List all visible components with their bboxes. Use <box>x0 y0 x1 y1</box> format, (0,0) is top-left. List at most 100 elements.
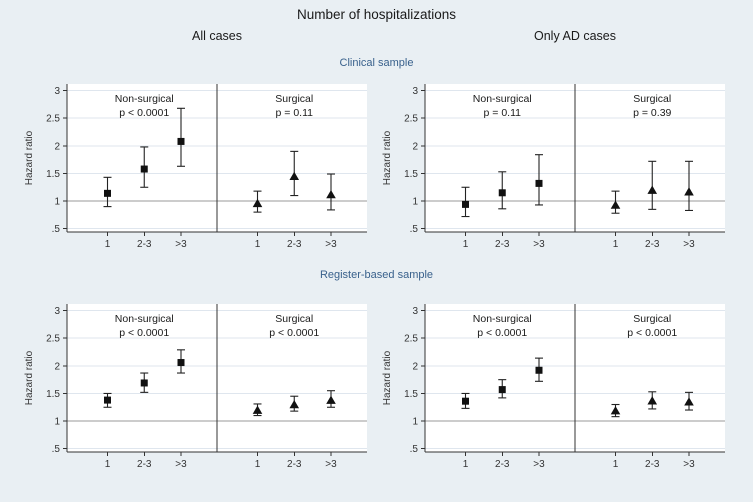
panel-register-all-cases: .5 1 1.5 2 2.5 3 Hazard ratio Non-surgical p < 0… <box>24 304 367 470</box>
data-point-square <box>498 386 506 394</box>
x-tick-label: 1 <box>105 459 111 470</box>
x-tick-label: >3 <box>325 459 337 470</box>
y-tick-label: .5 <box>410 444 419 455</box>
subpanel-label: Non-surgical <box>473 313 532 325</box>
subpanel-label: Surgical <box>633 313 671 325</box>
y-tick-label: 1.5 <box>46 389 60 400</box>
subpanel-p-value: p = 0.39 <box>633 107 671 119</box>
x-tick-label: 2-3 <box>137 459 152 470</box>
data-point-square <box>104 396 111 404</box>
x-tick-label: 1 <box>255 459 261 470</box>
y-tick-label: 1.5 <box>46 169 60 180</box>
data-point-triangle <box>684 187 694 196</box>
x-tick-label: 1 <box>105 239 111 250</box>
y-tick-label: 1 <box>54 197 60 208</box>
subpanel-label: Non-surgical <box>115 93 174 105</box>
y-tick-label: 1.5 <box>404 169 418 180</box>
y-tick-label: 1 <box>54 417 60 428</box>
data-point-triangle <box>610 406 621 415</box>
y-axis-label: Hazard ratio <box>24 130 35 185</box>
section-header-clinical-sample: Clinical sample <box>339 57 414 69</box>
y-tick-label: 2.5 <box>46 114 60 125</box>
data-point-triangle <box>326 189 336 199</box>
y-tick-label: 2.5 <box>46 334 60 345</box>
y-tick-label: 2.5 <box>404 114 418 125</box>
x-tick-label: >3 <box>175 459 187 470</box>
x-tick-label: 2-3 <box>287 239 302 250</box>
subpanel-label: Non-surgical <box>473 93 532 105</box>
column-header-all-cases: All cases <box>191 29 243 43</box>
x-tick-label: 2-3 <box>137 239 152 250</box>
y-tick-label: 3 <box>412 86 418 97</box>
data-point-triangle <box>252 405 263 414</box>
x-tick-label: >3 <box>683 459 695 470</box>
data-point-square <box>498 189 506 197</box>
x-tick-label: >3 <box>325 239 337 250</box>
y-tick-label: .5 <box>52 444 61 455</box>
subpanel-p-value: p < 0.0001 <box>627 327 677 339</box>
section-header-register-based-sample: Register-based sample <box>319 269 434 281</box>
data-point-triangle <box>289 171 300 181</box>
y-tick-label: 1.5 <box>404 389 418 400</box>
data-point-square <box>140 165 148 173</box>
data-point-square <box>177 359 185 367</box>
x-tick-label: >3 <box>683 239 695 250</box>
subpanel-label: Non-surgical <box>115 313 174 325</box>
x-tick-label: 2-3 <box>495 459 510 470</box>
data-point-square <box>462 397 469 405</box>
subpanel-p-value: p < 0.0001 <box>477 327 527 339</box>
subpanel-p-value: p < 0.0001 <box>119 107 169 119</box>
data-point-triangle <box>326 395 336 404</box>
x-tick-label: 1 <box>463 239 469 250</box>
y-axis-label: Hazard ratio <box>24 350 35 405</box>
y-tick-label: 1 <box>412 197 418 208</box>
subpanel-label: Surgical <box>275 313 313 325</box>
column-header-only-ad-cases: Only AD cases <box>534 29 616 43</box>
panel-clinical-all-cases: .5 1 1.5 2 2.5 3 Hazard ratio Non-surgical p < 0… <box>24 84 367 250</box>
data-point-square <box>462 200 469 208</box>
x-tick-label: >3 <box>533 239 545 250</box>
data-point-square <box>104 189 111 197</box>
data-point-square <box>535 179 543 187</box>
y-tick-label: 2 <box>54 361 60 372</box>
data-point-square <box>177 137 185 145</box>
data-point-triangle <box>647 185 658 194</box>
y-tick-label: .5 <box>52 224 61 235</box>
y-axis-label: Hazard ratio <box>382 130 393 185</box>
x-tick-label: 2-3 <box>645 239 660 250</box>
panel-clinical-only-ad-cases: .5 1 1.5 2 2.5 3 Hazard ratio Non-surgical p = 0… <box>382 84 725 250</box>
x-tick-label: >3 <box>533 459 545 470</box>
subpanel-p-value: p = 0.11 <box>484 107 522 119</box>
x-tick-label: 1 <box>613 239 619 250</box>
x-tick-label: 2-3 <box>495 239 510 250</box>
data-point-square <box>140 379 148 387</box>
data-point-triangle <box>289 400 300 409</box>
x-tick-label: 2-3 <box>645 459 660 470</box>
x-tick-label: 1 <box>463 459 469 470</box>
subpanel-label: Surgical <box>275 93 313 105</box>
data-point-square <box>535 366 543 374</box>
subpanel-p-value: p = 0.11 <box>276 107 314 119</box>
subpanel-label: Surgical <box>633 93 671 105</box>
data-point-triangle <box>684 397 694 406</box>
y-tick-label: 2 <box>412 361 418 372</box>
y-tick-label: .5 <box>410 224 419 235</box>
y-axis-label: Hazard ratio <box>382 350 393 405</box>
y-tick-label: 3 <box>54 306 60 317</box>
figure-title: Number of hospitalizations <box>296 7 457 22</box>
y-tick-label: 3 <box>412 306 418 317</box>
subpanel-p-value: p < 0.0001 <box>269 327 319 339</box>
y-tick-label: 3 <box>54 86 60 97</box>
x-tick-label: 1 <box>255 239 261 250</box>
y-tick-label: 2.5 <box>404 334 418 345</box>
y-tick-label: 2 <box>412 141 418 152</box>
y-tick-label: 2 <box>54 141 60 152</box>
y-tick-label: 1 <box>412 417 418 428</box>
data-point-triangle <box>252 198 263 208</box>
data-point-triangle <box>647 396 658 405</box>
x-tick-label: 2-3 <box>287 459 302 470</box>
panel-register-only-ad-cases: .5 1 1.5 2 2.5 3 Hazard ratio Non-surgical p < 0… <box>382 304 725 470</box>
data-point-triangle <box>610 200 621 209</box>
x-tick-label: 1 <box>613 459 619 470</box>
